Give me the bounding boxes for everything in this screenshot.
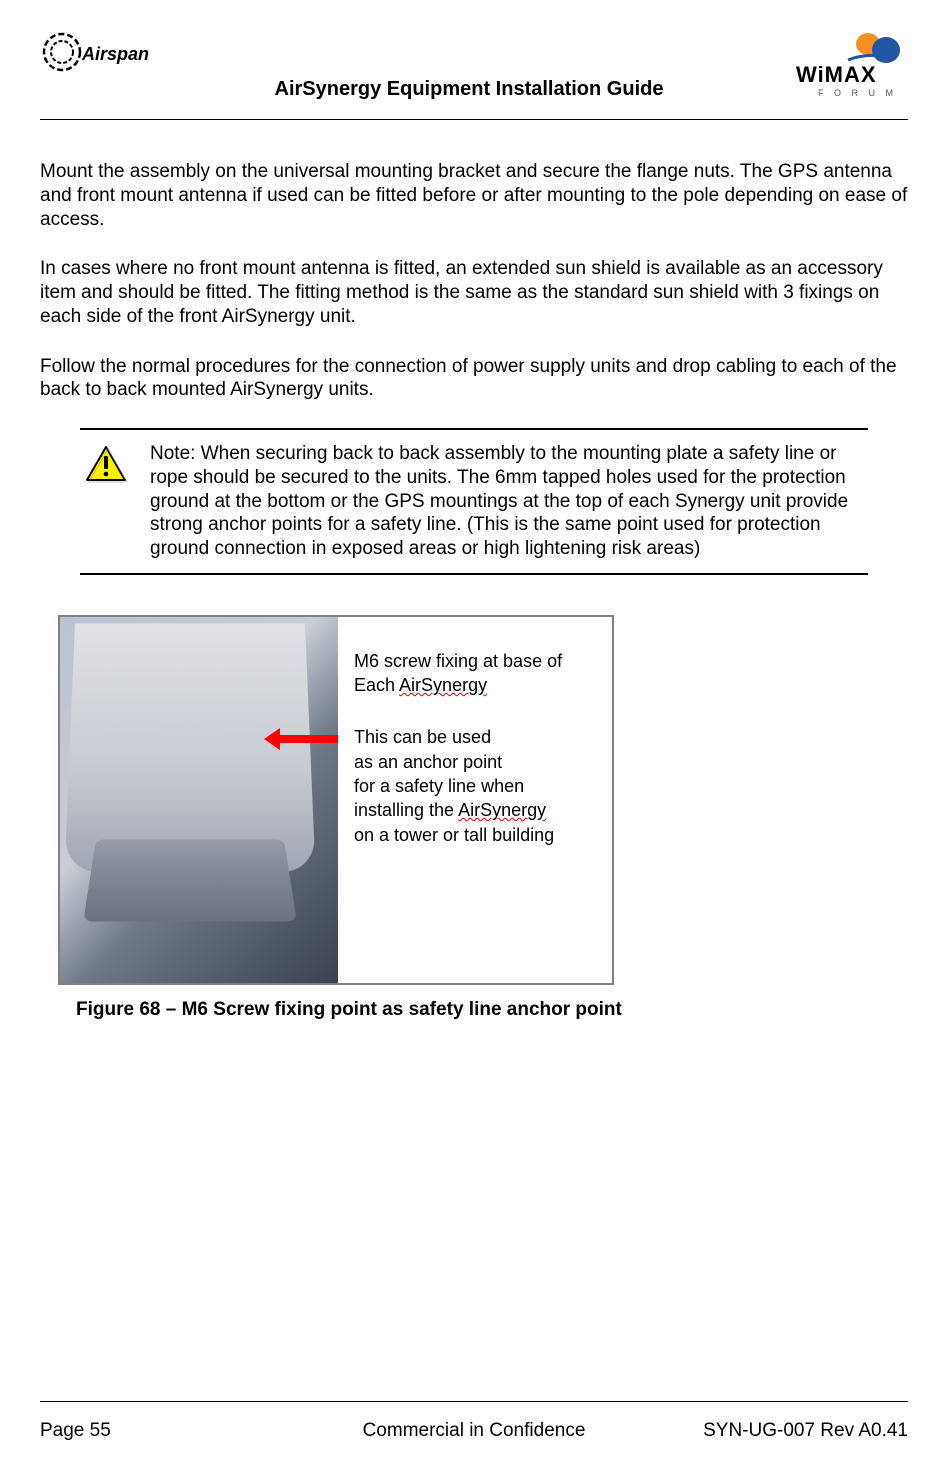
figure-annotation-area: M6 screw fixing at base of Each AirSyner… <box>338 617 612 983</box>
page-footer: Page 55 Commercial in Confidence SYN-UG-… <box>40 1401 908 1442</box>
fig-ann2-l1: This can be used <box>354 727 491 747</box>
figure-caption: Figure 68 – M6 Screw fixing point as saf… <box>76 999 908 1021</box>
content-area: Mount the assembly on the universal moun… <box>40 160 908 1401</box>
paragraph-1: Mount the assembly on the universal moun… <box>40 160 908 231</box>
footer-row: Page 55 Commercial in Confidence SYN-UG-… <box>40 1420 908 1442</box>
footer-rule <box>40 1401 908 1402</box>
svg-text:F O R U M: F O R U M <box>818 88 897 98</box>
fig-ann2-l5: on a tower or tall building <box>354 825 554 845</box>
fig-ann1-suffix: Each <box>354 675 399 695</box>
doc-title: AirSynergy Equipment Installation Guide <box>170 78 768 101</box>
svg-text:Airspan: Airspan <box>81 44 149 64</box>
paragraph-2: In cases where no front mount antenna is… <box>40 257 908 328</box>
footer-page-number: Page 55 <box>40 1420 329 1442</box>
fig-ann1-underlined: AirSynergy <box>399 675 487 695</box>
svg-text:WiMAX: WiMAX <box>796 62 877 87</box>
fig-ann2-l4-prefix: installing the <box>354 800 458 820</box>
header-title-container: AirSynergy Equipment Installation Guide <box>170 30 768 101</box>
note-text: Note: When securing back to back assembl… <box>150 442 868 561</box>
fig-ann2-l2: as an anchor point <box>354 752 502 772</box>
figure-frame: M6 screw fixing at base of Each AirSyner… <box>58 615 614 985</box>
footer-classification: Commercial in Confidence <box>329 1420 618 1442</box>
footer-doc-rev: SYN-UG-007 Rev A0.41 <box>619 1420 908 1442</box>
wimax-logo: WiMAX F O R U M <box>788 30 908 100</box>
page-header: Airspan AirSynergy Equipment Installatio… <box>40 30 908 111</box>
paragraph-3: Follow the normal procedures for the con… <box>40 355 908 403</box>
caution-icon <box>80 442 130 561</box>
figure-container: M6 screw fixing at base of Each AirSyner… <box>58 615 908 1021</box>
figure-annotation-2: This can be used as an anchor point for … <box>354 725 598 846</box>
logo-right-container: WiMAX F O R U M <box>768 30 908 100</box>
device-bottom-shape <box>83 839 297 921</box>
figure-annotation-1: M6 screw fixing at base of Each AirSyner… <box>354 649 598 698</box>
fig-ann2-l4-underlined: AirSynergy <box>458 800 546 820</box>
callout-arrow <box>278 735 338 743</box>
header-rule <box>40 119 908 120</box>
fig-ann1-prefix: M6 screw fixing at base of <box>354 651 562 671</box>
note-box: Note: When securing back to back assembl… <box>80 428 868 575</box>
logo-left-container: Airspan <box>40 30 170 75</box>
airspan-logo: Airspan <box>40 30 150 75</box>
fig-ann2-l3: for a safety line when <box>354 776 524 796</box>
figure-photo <box>60 617 338 983</box>
